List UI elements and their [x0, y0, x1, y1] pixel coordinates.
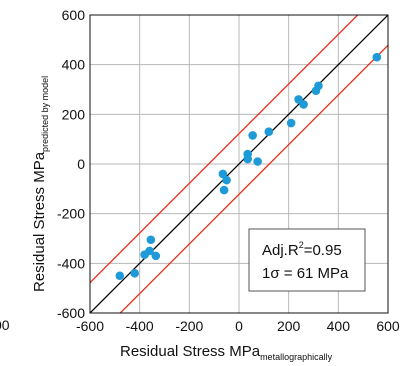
x-tick-label: 0 [235, 318, 243, 334]
upper-band-line [90, 15, 359, 284]
x-tick-label: -400 [126, 318, 154, 334]
x-tick-label: -200 [175, 318, 203, 334]
y-tick-label: -600 [57, 305, 85, 321]
data-point [248, 131, 257, 140]
annotation-sigma: 1σ = 61 MPa [262, 265, 349, 282]
data-point [115, 271, 125, 281]
y-tick-label: 600 [62, 7, 86, 23]
x-tick-label: 600 [376, 318, 400, 334]
fit-lines [90, 15, 388, 313]
clipped-tick-label: 00 [0, 317, 10, 333]
data-point [218, 169, 228, 179]
lower-band-line [119, 44, 388, 313]
data-point [145, 246, 154, 256]
data-point [372, 52, 382, 62]
data-point [151, 251, 161, 261]
annotation-frame [248, 228, 366, 292]
data-point [286, 118, 296, 128]
data-point [130, 268, 139, 278]
y-axis-label: Residual Stress MPapredicted by model [31, 76, 50, 292]
plot-frame [89, 14, 389, 314]
y-tick-label: 200 [62, 106, 86, 122]
y-tick-label: -400 [57, 255, 85, 271]
x-tick-labels: -600 -400 -200 0 200 400 600 [76, 318, 400, 334]
x-tick-label: 200 [277, 318, 301, 334]
annotation-r2: Adj.R2=0.95 [262, 240, 342, 259]
y-tick-label: -200 [57, 206, 85, 222]
annotation-box: Adj.R2=0.95 1σ = 61 MPa [248, 228, 366, 292]
data-point [219, 185, 229, 195]
x-tick-label: 400 [327, 318, 351, 334]
x-axis-label: Residual Stress MPametallographically [120, 343, 333, 362]
fit-line [90, 15, 388, 313]
y-tick-label: 0 [77, 156, 85, 172]
y-tick-labels: -600 -400 -200 0 200 400 600 [57, 7, 85, 321]
data-point [253, 157, 262, 166]
data-point [146, 235, 156, 245]
y-tick-label: 400 [62, 57, 86, 73]
data-point [314, 81, 323, 91]
data-points [115, 52, 382, 281]
data-point [222, 175, 231, 185]
data-point [299, 100, 308, 109]
data-point [264, 127, 274, 137]
data-point [243, 149, 252, 159]
x-tick-label: -600 [76, 318, 104, 334]
